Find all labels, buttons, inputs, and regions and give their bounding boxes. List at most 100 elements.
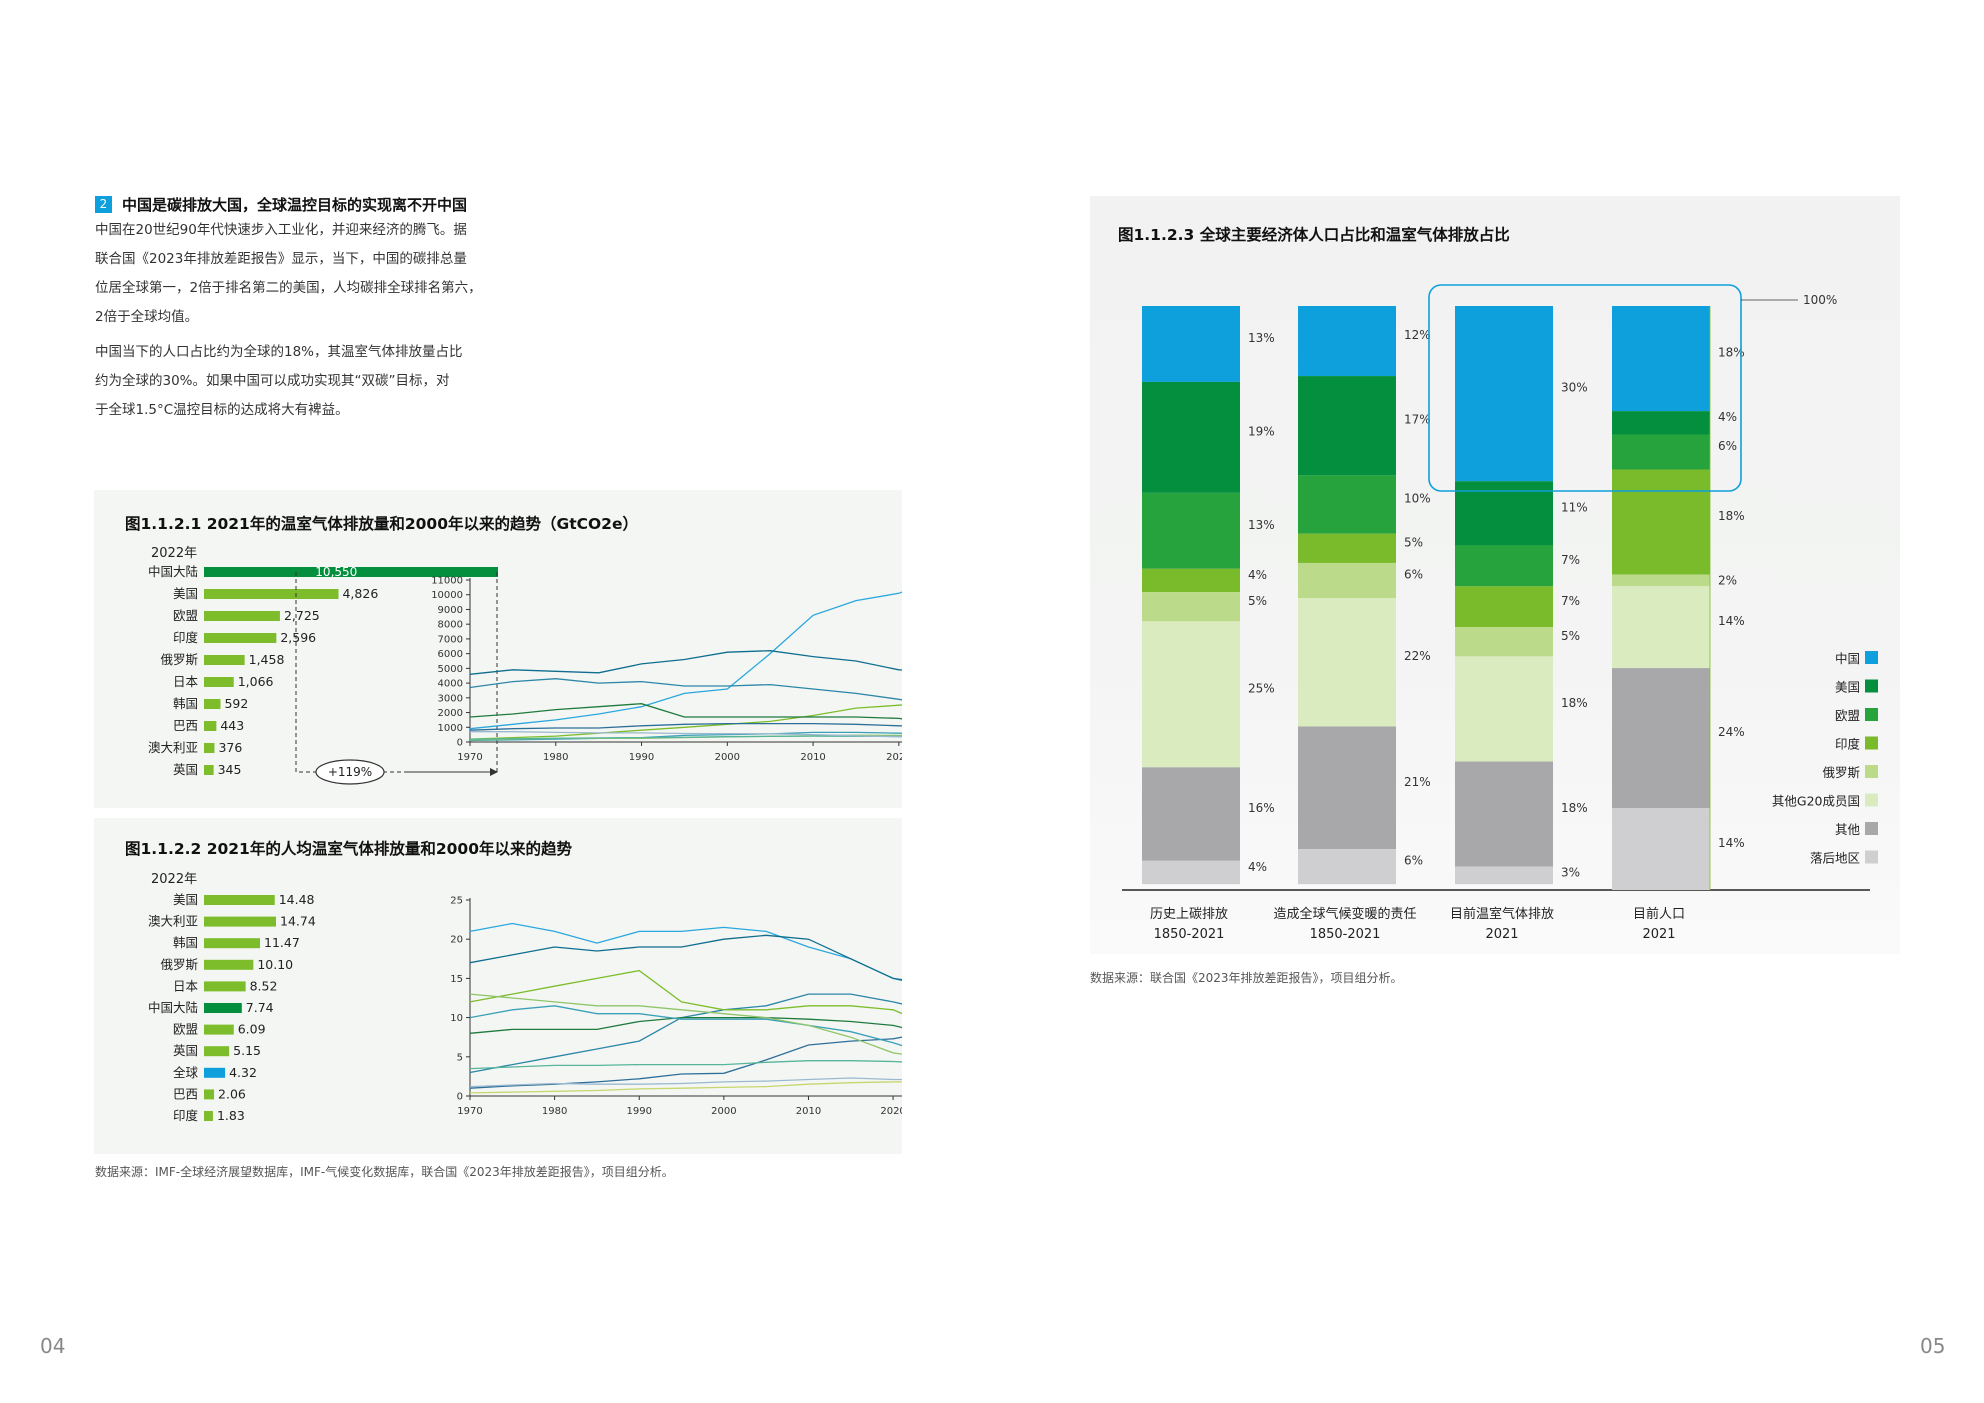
legend-swatch [1865,822,1878,835]
segment-value-label: 5% [1561,629,1580,643]
x-tick-label: 2000 [711,1106,736,1117]
category-label: 澳大利亚 [148,740,198,755]
legend-swatch [1865,679,1878,693]
category-label: 俄罗斯 [160,957,198,972]
growth-label: +119% [328,765,372,779]
series-line [469,1081,902,1094]
legend-swatch [1865,850,1878,864]
value-label: 14.48 [279,892,315,907]
category-label: 美国 [173,586,198,601]
legend-label: 印度 [1835,737,1861,752]
stacked-segment [1142,568,1240,593]
value-label: 11.47 [264,935,300,950]
bar [204,981,246,992]
segment-value-label: 4% [1718,410,1737,424]
source-note-right: 数据来源：联合国《2023年排放差距报告》，项目组分析。 [1090,971,1403,985]
value-label: 5.15 [233,1043,261,1058]
para2-line: 于全球1.5°C温控目标的达成将大有裨益。 [95,402,349,418]
figure-1-title: 图1.1.2.1 2021年的温室气体排放量和2000年以来的趋势（GtCO2e… [125,515,638,533]
y-tick-label: 4000 [438,679,463,690]
category-label: 印度 [173,1108,199,1123]
segment-value-label: 11% [1561,500,1588,514]
value-label: 443 [220,718,244,733]
category-sublabel: 2021 [1485,927,1518,942]
legend-swatch [1865,736,1878,750]
series-line [469,678,902,701]
growth-arrowhead [490,768,498,776]
figure-2-panel: 图1.1.2.2 2021年的人均温室气体排放量和2000年以来的趋势 2022… [94,818,902,1154]
segment-value-label: 30% [1561,381,1588,395]
bar [204,633,277,643]
bar [204,567,498,577]
x-tick-label: 1980 [542,1106,567,1117]
legend-swatch [1865,793,1878,807]
bar [204,677,234,687]
value-label: 14.74 [280,914,316,929]
series-line [469,1060,902,1070]
segment-value-label: 17% [1404,413,1431,427]
category-label: 巴西 [173,1086,198,1101]
series-line [469,1005,902,1047]
series-line [469,703,902,720]
figure-2-bar-chart: 美国 14.48 澳大利亚 14.74 韩国 11.47 俄罗斯 10.10 日本 8.52 中国大… [148,892,902,1123]
bar [204,1111,213,1121]
category-label: 目前温室气体排放 [1450,906,1554,922]
segment-value-label: 14% [1718,836,1745,850]
legend-label: 其他G20成员国 [1772,794,1860,809]
stacked-segment [1612,668,1710,809]
segment-value-label: 16% [1248,801,1275,815]
value-label: 2,725 [284,608,320,623]
legend-label: 落后地区 [1810,851,1860,866]
legend-label: 欧盟 [1835,708,1860,723]
stacked-segment [1298,598,1396,727]
figure-2-title: 图1.1.2.2 2021年的人均温室气体排放量和2000年以来的趋势 [125,840,572,858]
category-label: 英国 [173,762,198,777]
segment-value-label: 14% [1718,614,1745,628]
bar [204,959,254,970]
value-label: 376 [218,740,242,755]
value-label: 2.06 [218,1086,246,1101]
bar [204,1089,215,1100]
category-label: 造成全球气候变暖的责任 [1273,906,1416,922]
x-tick-label: 2020 [880,1106,902,1117]
category-label: 欧盟 [173,608,198,623]
series-line [470,731,902,738]
legend-swatch [1865,651,1878,664]
stacked-segment [1142,492,1240,569]
category-label: 欧盟 [173,1022,198,1037]
y-tick-label: 0 [457,738,463,749]
y-tick-label: 11000 [431,576,463,587]
bar [204,611,280,621]
stacked-segment [1142,860,1240,885]
category-label: 韩国 [173,696,198,711]
value-label: 1,458 [249,652,285,667]
y-tick-label: 0 [457,1092,463,1103]
stacked-segment [1612,574,1710,587]
bar [204,743,215,753]
value-label: 1,066 [238,674,274,689]
series-line [469,650,902,675]
segment-value-label: 7% [1561,553,1580,567]
category-label: 印度 [173,630,199,645]
value-label: 7.74 [246,1000,274,1015]
stacked-segment [1455,481,1553,546]
y-tick-label: 7000 [438,634,463,645]
bar [204,721,217,731]
category-label: 中国大陆 [148,1000,198,1015]
stacked-segment [1455,866,1553,885]
legend-swatch [1865,708,1878,721]
stacked-segment [1142,621,1240,768]
para2-line: 约为全球的30%。如果中国可以成功实现其“双碳”目标，对 [95,373,450,389]
legend-label: 俄罗斯 [1822,765,1860,780]
x-tick-label: 1990 [629,752,654,763]
para2-line: 中国当下的人口占比约为全球的18%，其温室气体排放量占比 [95,344,463,360]
y-tick-label: 2000 [438,708,463,719]
x-tick-label: 1990 [627,1106,652,1117]
y-tick-label: 5 [457,1052,463,1063]
series-line [469,591,902,730]
category-sublabel: 1850-2021 [1310,927,1381,942]
figure-1-year-label: 2022年 [151,546,198,561]
segment-value-label: 7% [1561,594,1580,608]
stacked-segment [1455,545,1553,587]
figure-1-panel: 图1.1.2.1 2021年的温室气体排放量和2000年以来的趋势（GtCO2e… [94,490,902,808]
